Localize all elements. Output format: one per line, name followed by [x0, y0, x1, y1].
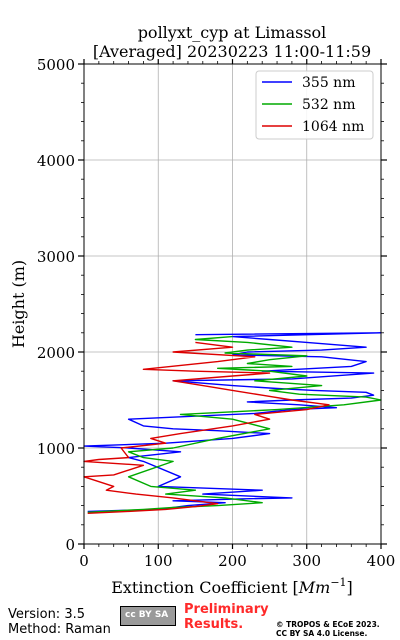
chart-title: pollyxt_cyp at Limassol [138, 23, 327, 42]
x-tick-label: 0 [79, 552, 89, 570]
series-line-532-nm [87, 335, 382, 513]
legend-label-1064: 1064 nm [302, 119, 364, 135]
series-line-355-nm [83, 332, 382, 513]
y-tick-label: 2000 [37, 344, 75, 362]
legend: 355 nm 532 nm 1064 nm [255, 70, 374, 140]
preliminary-line-1: Preliminary [184, 602, 269, 617]
y-tick-label: 1000 [37, 440, 75, 458]
y-tick-label: 0 [65, 536, 75, 554]
y-tick-label: 3000 [37, 248, 75, 266]
x-tick-label: 200 [218, 552, 247, 570]
x-tick-label: 300 [292, 552, 321, 570]
chart-subtitle: [Averaged] 20230223 11:00-11:59 [93, 42, 371, 61]
x-axis-label: Extinction Coefficient [Mm−1] [111, 576, 353, 597]
legend-label-532: 532 nm [302, 97, 355, 113]
series-layer [83, 332, 382, 514]
cc-license-badge: cc BY SA [120, 606, 176, 626]
x-tick-label: 100 [144, 552, 173, 570]
license-line-2: CC BY SA 4.0 License. [276, 629, 368, 638]
license-line-1: © TROPOS & ECoE 2023. [276, 620, 380, 629]
y-axis-label: Height (m) [9, 260, 28, 348]
legend-box [255, 70, 374, 140]
legend-label-355: 355 nm [302, 75, 355, 91]
method-text: Method: Raman [8, 622, 111, 637]
preliminary-notice: Preliminary Results. [184, 602, 269, 632]
y-tick-label: 5000 [37, 56, 75, 74]
x-tick-label: 400 [367, 552, 396, 570]
y-tick-label: 4000 [37, 152, 75, 170]
version-text: Version: 3.5 [8, 607, 85, 622]
cc-badge-text: cc BY SA [125, 610, 169, 620]
series-line-1064-nm [83, 341, 330, 514]
preliminary-line-2: Results. [184, 617, 244, 632]
